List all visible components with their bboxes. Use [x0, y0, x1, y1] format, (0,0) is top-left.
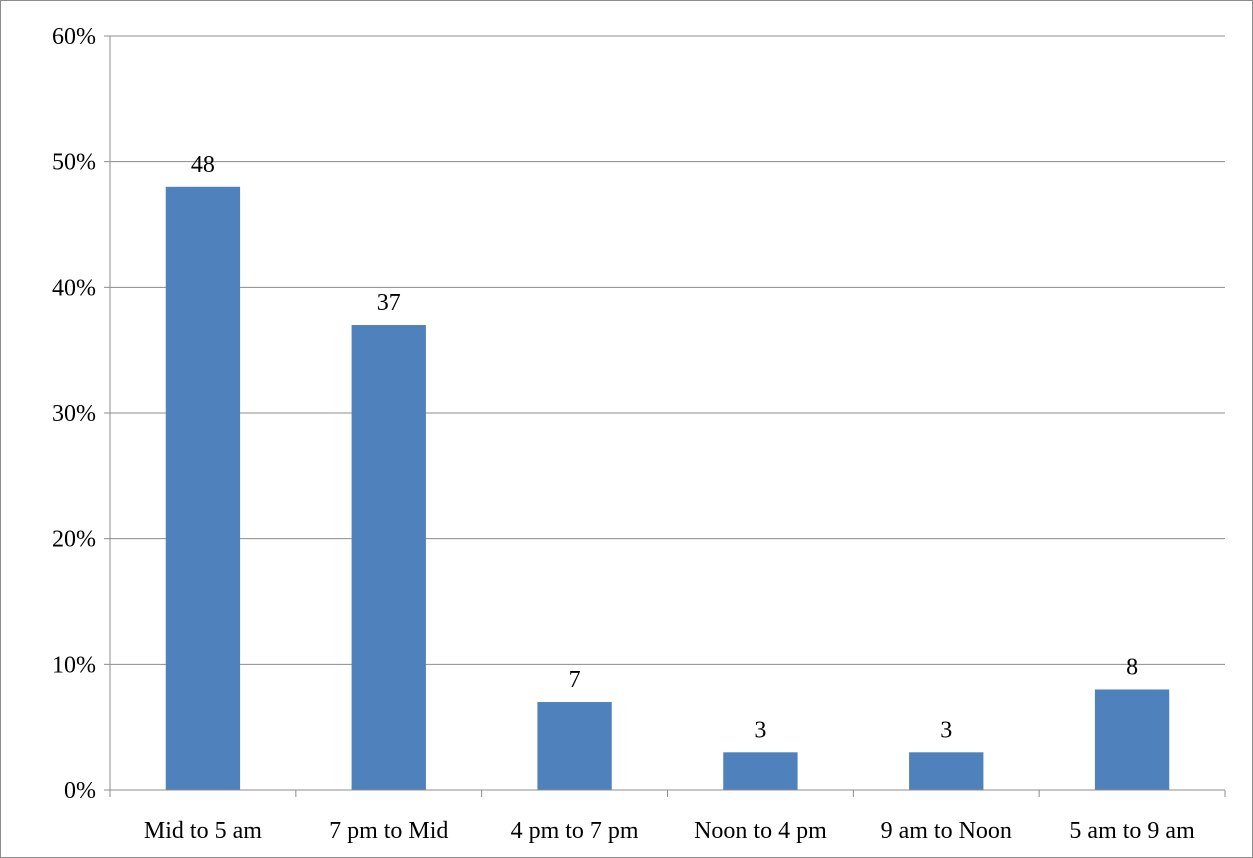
bar [723, 752, 798, 790]
data-label: 48 [191, 152, 215, 178]
data-label: 7 [569, 667, 581, 693]
bar [165, 186, 241, 791]
data-label: 3 [754, 717, 766, 743]
x-tick-label: 5 am to 9 am [1069, 818, 1195, 844]
data-label: 37 [377, 290, 401, 316]
bar [351, 325, 426, 790]
y-tick-label: 10% [52, 652, 96, 678]
x-tick-label: 9 am to Noon [881, 818, 1012, 844]
y-tick-label: 30% [52, 401, 96, 427]
data-label: 8 [1126, 654, 1138, 680]
bar [537, 702, 612, 790]
data-label: 3 [940, 717, 952, 743]
x-tick-label: Noon to 4 pm [694, 818, 827, 844]
bar [909, 752, 984, 790]
y-tick-label: 0% [64, 778, 96, 804]
y-tick-label: 20% [52, 527, 96, 553]
y-tick-label: 60% [52, 24, 96, 50]
y-tick-label: 40% [52, 275, 96, 301]
x-tick-label: Mid to 5 am [144, 818, 262, 844]
y-tick-label: 50% [52, 150, 96, 176]
x-tick-label: 7 pm to Mid [329, 818, 448, 844]
x-tick-label: 4 pm to 7 pm [511, 818, 639, 844]
bar [1094, 689, 1170, 790]
